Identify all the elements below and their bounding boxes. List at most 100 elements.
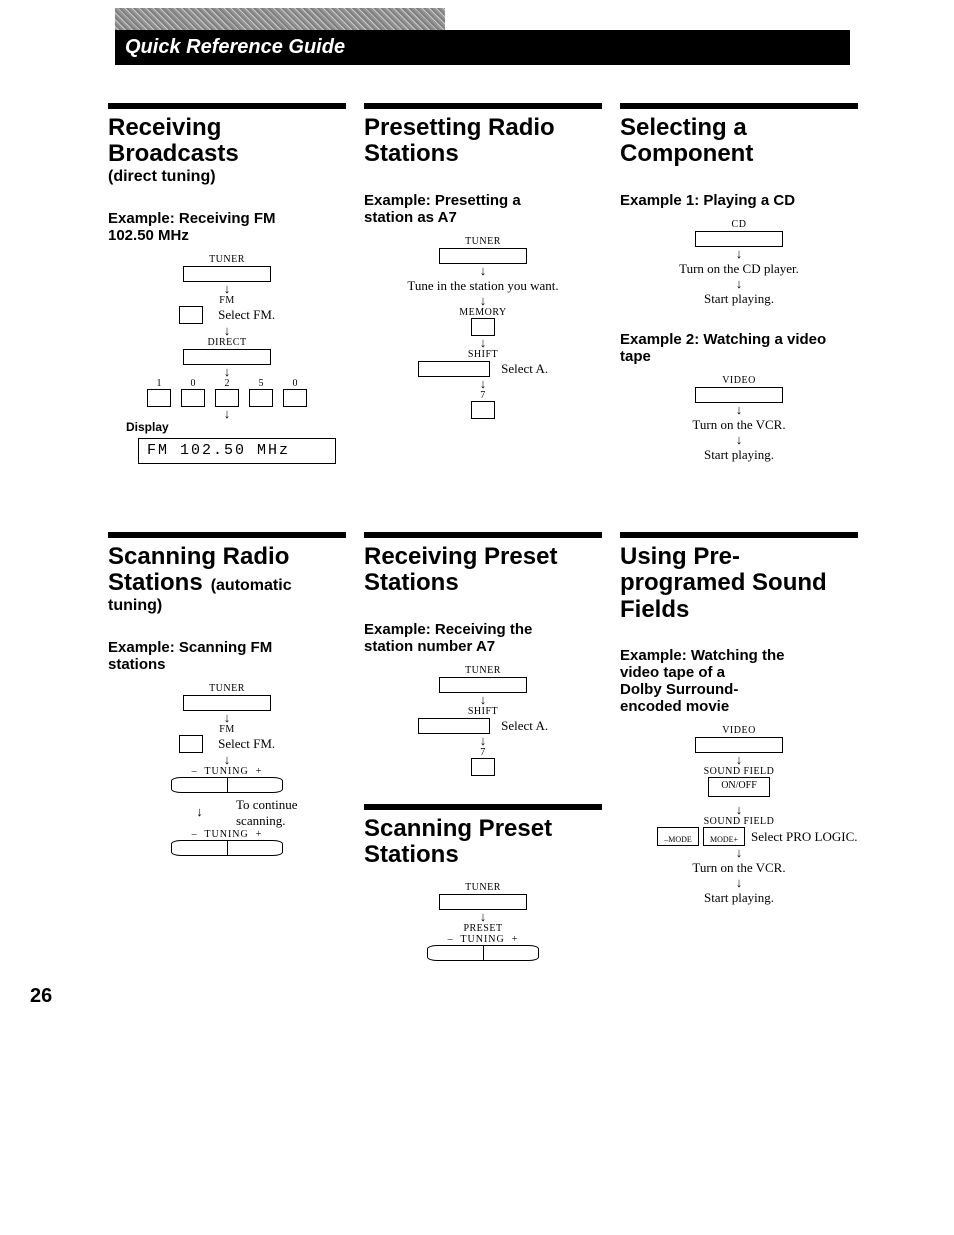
mode-buttons: – MODE MODE + — [657, 827, 745, 846]
down-arrow-icon: ↓ — [364, 693, 602, 706]
tuning-label: TUNING — [204, 766, 248, 777]
video-label: VIDEO — [620, 725, 858, 736]
shift-label: SHIFT — [364, 706, 602, 717]
sound-field-label: SOUND FIELD — [620, 816, 858, 827]
page-title: Quick Reference Guide — [125, 36, 345, 58]
flow-diagram: CD ↓ Turn on the CD player. ↓ Start play… — [620, 219, 858, 307]
flow-diagram: TUNER ↓ Tune in the station you want. ↓ … — [364, 236, 602, 419]
digit-button — [249, 389, 273, 407]
onoff-button: ON/OFF — [708, 777, 770, 797]
page-number: 26 — [30, 985, 954, 1008]
example-label: Example 2: Watching a video tape — [620, 331, 858, 365]
down-arrow-icon: ↓ — [364, 294, 602, 307]
video-button — [695, 387, 783, 403]
down-arrow-icon: ↓ — [620, 247, 858, 260]
down-arrow-icon: ↓ — [196, 804, 203, 819]
down-arrow-icon: ↓ — [620, 433, 858, 446]
section-title: Using Pre-programed Sound Fields — [620, 544, 858, 623]
tuner-button — [439, 894, 527, 910]
section-title: Receiving Broadcasts — [108, 115, 346, 168]
tuning-rocker — [427, 945, 539, 961]
shift-button — [418, 718, 490, 734]
example-label: Example: Presetting a station as A7 — [364, 192, 602, 226]
digit-label: 7 — [364, 747, 602, 758]
fm-button — [179, 306, 203, 324]
down-arrow-icon: ↓ — [108, 711, 346, 724]
down-arrow-icon: ↓ — [108, 753, 346, 766]
decorative-noise — [115, 8, 445, 30]
example-label: Example: Scanning FM stations — [108, 639, 346, 673]
section-receiving-preset: Receiving Preset Stations Example: Recei… — [364, 532, 602, 966]
tuning-label: TUNING — [460, 934, 504, 945]
down-arrow-icon: ↓ — [620, 403, 858, 416]
cd-label: CD — [620, 219, 858, 230]
video-label: VIDEO — [620, 375, 858, 386]
section-title-line2: Stations — [108, 569, 203, 596]
section-rule — [620, 103, 858, 109]
down-arrow-icon: ↓ — [108, 407, 346, 420]
section-presetting-radio: Presetting Radio Stations Example: Prese… — [364, 103, 602, 464]
direct-label: DIRECT — [108, 337, 346, 348]
memory-button — [471, 318, 495, 336]
down-arrow-icon: ↓ — [620, 277, 858, 290]
select-a-text: Select A. — [501, 718, 548, 734]
digit-label: 7 — [364, 390, 602, 401]
example-label: Example: Receiving the station number A7 — [364, 621, 602, 655]
turn-on-text: Turn on the CD player. — [679, 261, 799, 277]
flow-diagram: TUNER ↓ PRESET – TUNING + — [364, 882, 602, 965]
display-label: Display — [126, 420, 346, 434]
down-arrow-icon: ↓ — [620, 803, 858, 816]
mode-minus-button: – MODE — [657, 827, 699, 846]
tune-in-text: Tune in the station you want. — [407, 278, 558, 294]
digit-label: 2 — [215, 378, 239, 389]
down-arrow-icon: ↓ — [108, 324, 346, 337]
down-arrow-icon: ↓ — [108, 365, 346, 378]
digit-button — [147, 389, 171, 407]
flow-diagram: VIDEO ↓ SOUND FIELD ON/OFF ↓ SOUND FIELD… — [620, 725, 858, 906]
shift-label: SHIFT — [364, 349, 602, 360]
section-rule — [108, 103, 346, 109]
select-a-text: Select A. — [501, 361, 548, 377]
digit-button — [181, 389, 205, 407]
section-rule — [620, 532, 858, 538]
down-arrow-icon: ↓ — [620, 876, 858, 889]
cd-button — [695, 231, 783, 247]
digit-button — [215, 389, 239, 407]
continue-text: To continue scanning. — [236, 797, 326, 829]
tuner-button — [439, 248, 527, 264]
flow-diagram: TUNER ↓ FM Select FM. ↓ DIRECT ↓ 1 0 2 5… — [108, 254, 346, 464]
memory-label: MEMORY — [364, 307, 602, 318]
sound-field-label: SOUND FIELD — [620, 766, 858, 777]
select-pro-text: Select PRO LOGIC. — [751, 829, 821, 845]
minus-label: – — [192, 766, 198, 777]
start-text: Start playing. — [704, 447, 774, 463]
down-arrow-icon: ↓ — [364, 336, 602, 349]
flow-diagram: TUNER ↓ SHIFT Select A. ↓ 7 — [364, 665, 602, 776]
digit-button — [471, 758, 495, 776]
tuner-button — [183, 266, 271, 282]
tuner-label: TUNER — [364, 882, 602, 893]
start-text: Start playing. — [704, 890, 774, 906]
section-title-line1: Scanning Radio — [108, 544, 346, 570]
mode-plus-button: MODE + — [703, 827, 745, 846]
section-subtitle: (direct tuning) — [108, 168, 346, 186]
tuner-label: TUNER — [364, 665, 602, 676]
video-button — [695, 737, 783, 753]
down-arrow-icon: ↓ — [364, 377, 602, 390]
digit-button — [283, 389, 307, 407]
tuner-label: TUNER — [108, 254, 346, 265]
tuning-rocker — [171, 840, 283, 856]
shift-button — [418, 361, 490, 377]
preset-label: PRESET — [364, 923, 602, 934]
section-rule — [364, 103, 602, 109]
tuner-label: TUNER — [108, 683, 346, 694]
digit-label: 0 — [283, 378, 307, 389]
down-arrow-icon: ↓ — [364, 264, 602, 277]
tuning-label: TUNING — [204, 829, 248, 840]
section-title: Receiving Preset Stations — [364, 544, 602, 597]
page-title-bar: Quick Reference Guide — [115, 30, 850, 65]
digit-button — [471, 401, 495, 419]
section-rule — [108, 532, 346, 538]
turn-on-text: Turn on the VCR. — [692, 417, 785, 433]
plus-label: + — [256, 766, 263, 777]
